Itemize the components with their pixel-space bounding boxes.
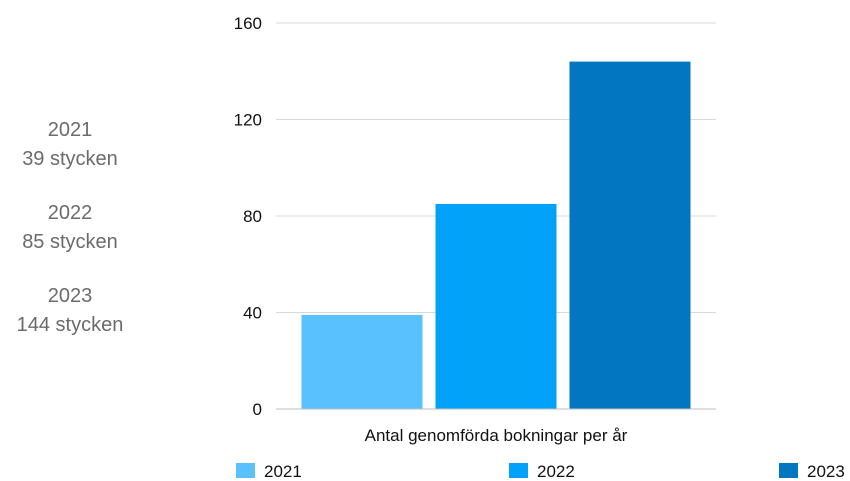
legend-label: 2023	[807, 462, 845, 481]
bar-2023	[569, 61, 691, 409]
y-tick-label: 80	[243, 207, 262, 226]
legend-label: 2022	[537, 462, 575, 481]
summary-entry-2022: 2022 85 stycken	[0, 199, 140, 257]
summary-year: 2023	[47, 285, 93, 307]
bars	[301, 61, 691, 409]
legend-swatch	[236, 463, 255, 478]
summary-count: 39 stycken	[22, 148, 118, 170]
legend-swatch	[509, 463, 528, 478]
y-tick-label: 160	[234, 14, 262, 33]
legend-item-2021: 2021	[236, 462, 302, 481]
summary-count: 85 stycken	[22, 231, 118, 253]
y-tick-label: 0	[253, 400, 262, 419]
summary-count: 144 stycken	[16, 314, 124, 336]
legend-swatch	[779, 463, 798, 478]
legend: 2021 2022 2023	[236, 462, 845, 481]
y-tick-label: 40	[243, 304, 262, 323]
legend-label: 2021	[264, 462, 302, 481]
summary-year: 2022	[47, 202, 93, 224]
summary-entry-2023: 2023 144 stycken	[0, 282, 140, 340]
side-summary: 2021 39 stycken 2022 85 stycken 2023 144…	[0, 116, 140, 365]
y-axis-ticks: 0 40 80 120 160	[234, 14, 262, 419]
x-axis-title: Antal genomförda bokningar per år	[365, 426, 628, 445]
bar-2021	[301, 314, 423, 409]
summary-year: 2021	[47, 119, 93, 141]
summary-entry-2021: 2021 39 stycken	[0, 116, 140, 174]
y-tick-label: 120	[234, 111, 262, 130]
legend-item-2022: 2022	[509, 462, 575, 481]
bar-2022	[435, 203, 557, 409]
legend-item-2023: 2023	[779, 462, 845, 481]
